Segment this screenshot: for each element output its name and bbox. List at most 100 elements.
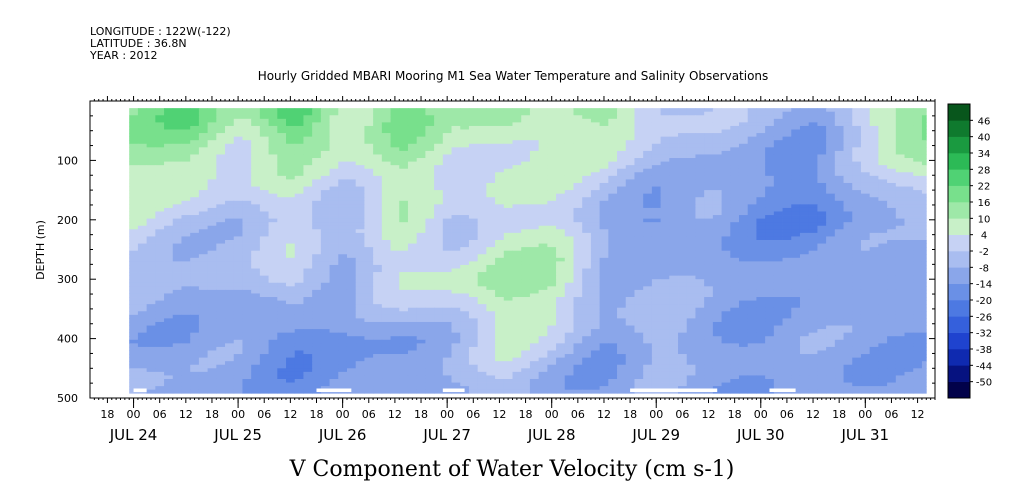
heatmap-cell (538, 115, 548, 120)
heatmap-cell (451, 261, 461, 266)
heatmap-cell (547, 232, 557, 237)
heatmap-cell (216, 225, 226, 230)
heatmap-cell (843, 168, 853, 173)
heatmap-cell (172, 125, 182, 130)
heatmap-cell (538, 200, 548, 205)
heatmap-cell (434, 193, 444, 198)
heatmap-cell (556, 289, 566, 294)
heatmap-cell (355, 168, 365, 173)
heatmap-cell (198, 125, 208, 130)
heatmap-cell (547, 172, 557, 177)
heatmap-cell (643, 264, 653, 269)
heatmap-cell (826, 207, 836, 212)
heatmap-cell (181, 154, 191, 159)
heatmap-cell (137, 190, 148, 195)
heatmap-cell (852, 172, 862, 177)
heatmap-cell (643, 158, 653, 162)
heatmap-cell (808, 204, 818, 209)
heatmap-cell (442, 229, 452, 234)
heatmap-cell (442, 204, 452, 209)
heatmap-cell (259, 250, 269, 255)
heatmap-cell (190, 297, 200, 301)
heatmap-cell (425, 204, 435, 209)
heatmap-cell (721, 175, 731, 180)
heatmap-cell (712, 190, 722, 195)
heatmap-cell (913, 293, 923, 298)
heatmap-cell (608, 247, 618, 252)
heatmap-cell (634, 257, 644, 262)
heatmap-cell (834, 118, 844, 123)
heatmap-cell (434, 268, 444, 273)
heatmap-cell (512, 218, 522, 223)
heatmap-cell (364, 261, 374, 266)
heatmap-cell (495, 175, 505, 180)
heatmap-cell (782, 247, 792, 252)
heatmap-cell (634, 143, 644, 148)
heatmap-cell (268, 136, 278, 141)
heatmap-cell (338, 118, 348, 123)
heatmap-cell (242, 243, 252, 248)
heatmap-cell (747, 225, 757, 230)
heatmap-cell (782, 190, 792, 195)
heatmap-cell (242, 225, 252, 230)
heatmap-cell (904, 222, 914, 227)
heatmap-cell (329, 264, 339, 269)
heatmap-cell (904, 186, 914, 191)
heatmap-cell (399, 240, 409, 244)
heatmap-cell (407, 165, 418, 170)
heatmap-cell (756, 118, 766, 123)
heatmap-cell (843, 240, 853, 244)
heatmap-cell (704, 289, 714, 294)
heatmap-cell (643, 108, 653, 113)
heatmap-cell (486, 133, 496, 138)
heatmap-cell (477, 168, 487, 173)
heatmap-cell (852, 140, 862, 145)
heatmap-cell (155, 133, 165, 138)
heatmap-cell (904, 150, 914, 155)
heatmap-cell (425, 229, 435, 234)
heatmap-cell (233, 150, 243, 155)
heatmap-cell (320, 108, 330, 113)
heatmap-cell (651, 190, 661, 195)
heatmap-cell (590, 172, 601, 177)
heatmap-cell (225, 147, 235, 152)
heatmap-cell (137, 272, 148, 277)
heatmap-cell (582, 286, 592, 291)
heatmap-cell (556, 240, 566, 244)
heatmap-cell (495, 261, 505, 266)
heatmap-cell (407, 175, 418, 180)
heatmap-cell (730, 250, 740, 255)
heatmap-cell (207, 218, 217, 223)
heatmap-cell (468, 279, 479, 284)
heatmap-cell (338, 200, 348, 205)
heatmap-cell (904, 140, 914, 145)
heatmap-cell (259, 115, 269, 120)
heatmap-cell (564, 182, 574, 187)
heatmap-cell (521, 232, 531, 237)
heatmap-cell (416, 297, 426, 301)
heatmap-cell (390, 250, 400, 255)
heatmap-cell (442, 150, 452, 155)
heatmap-cell (765, 240, 775, 244)
heatmap-cell (407, 229, 418, 234)
heatmap-cell (634, 264, 644, 269)
heatmap-cell (434, 279, 444, 284)
heatmap-cell (843, 172, 853, 177)
heatmap-cell (407, 161, 418, 166)
heatmap-cell (495, 293, 505, 298)
heatmap-cell (181, 218, 191, 223)
heatmap-cell (921, 150, 927, 155)
heatmap-cell (416, 161, 426, 166)
heatmap-cell (695, 143, 705, 148)
heatmap-cell (225, 154, 235, 159)
heatmap-cell (286, 268, 296, 273)
heatmap-cell (373, 218, 383, 223)
heatmap-cell (599, 193, 609, 198)
heatmap-cell (277, 282, 287, 287)
heatmap-cell (660, 197, 670, 202)
heatmap-cell (860, 289, 871, 294)
heatmap-cell (538, 289, 548, 294)
heatmap-cell (573, 289, 583, 294)
heatmap-cell (791, 125, 801, 130)
heatmap-cell (564, 147, 574, 152)
